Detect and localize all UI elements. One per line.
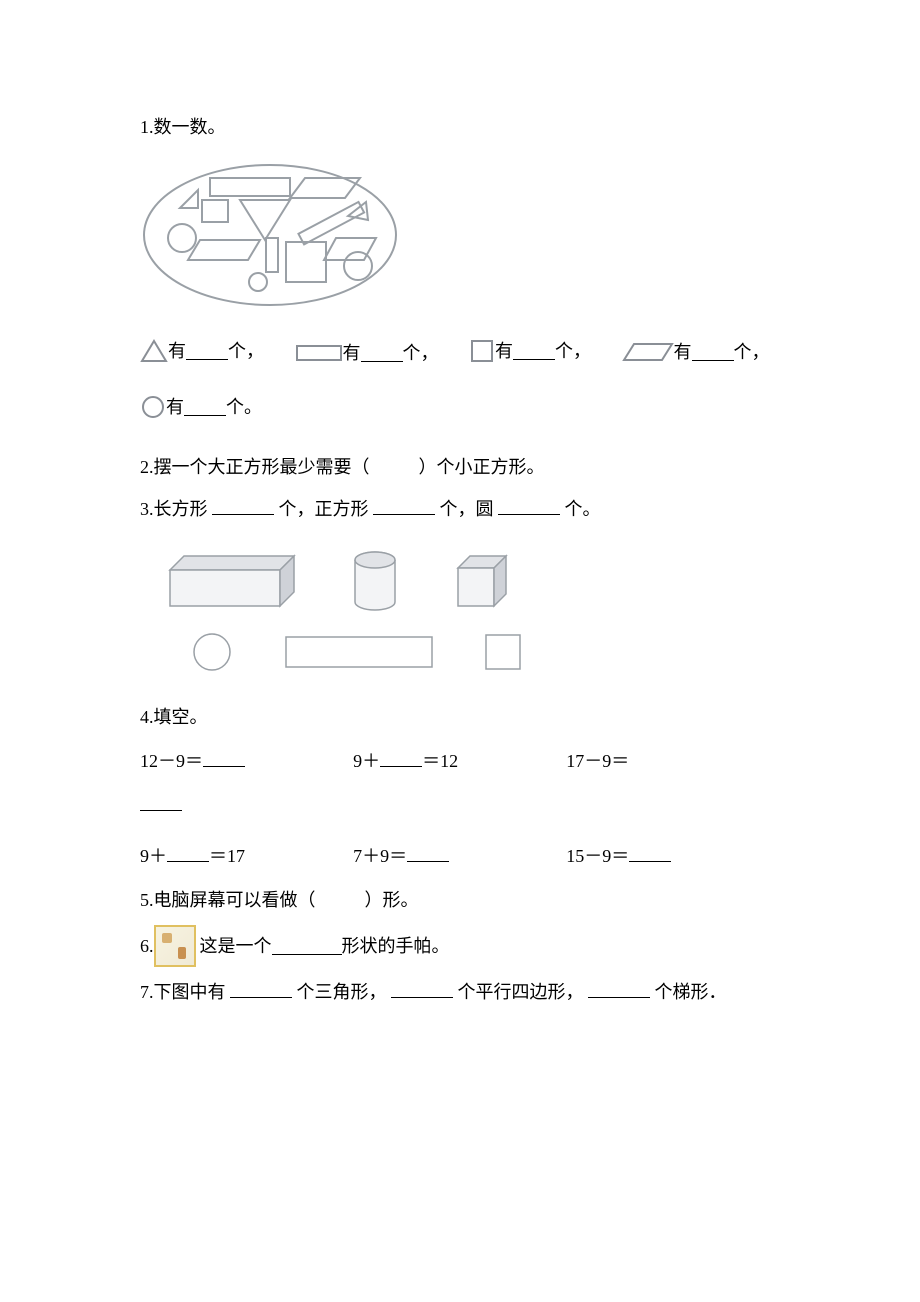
q1-item-label: 个。 xyxy=(226,390,262,424)
flat-circle-icon xyxy=(190,630,234,674)
q1-item-label: 有 xyxy=(343,336,361,370)
q4-expr: 15－9＝ xyxy=(566,846,629,866)
parallelogram-icon xyxy=(622,340,674,364)
blank[interactable] xyxy=(373,497,435,515)
q4-expr: 12－9＝ xyxy=(140,751,203,771)
q1-item-label: 有 xyxy=(674,335,692,369)
blank[interactable] xyxy=(380,749,422,767)
q3-text-c: 个，圆 xyxy=(440,499,499,519)
handkerchief-image xyxy=(154,925,196,967)
blank[interactable] xyxy=(588,980,650,998)
q1-item-label: 个， xyxy=(228,334,264,368)
q1-item-label: 有 xyxy=(168,334,186,368)
q3-text-d: 个。 xyxy=(565,499,601,519)
blank[interactable] xyxy=(167,844,209,862)
q3-text-a: 3.长方形 xyxy=(140,499,212,519)
triangle-icon xyxy=(140,338,168,364)
blank[interactable] xyxy=(186,342,228,360)
q1-item-label: 有 xyxy=(495,334,513,368)
q4-trailing-blank xyxy=(140,788,780,822)
blank[interactable] xyxy=(692,343,734,361)
blank[interactable] xyxy=(407,844,449,862)
q4-row-2: 9＋ ＝17 7＋9＝ 15－9＝ xyxy=(140,839,780,873)
blank[interactable] xyxy=(184,398,226,416)
q4-expr: 9＋ xyxy=(353,751,380,771)
cylinder-icon xyxy=(350,550,400,612)
blank[interactable] xyxy=(212,497,274,515)
blank[interactable] xyxy=(513,342,555,360)
q4-expr: ＝17 xyxy=(209,846,245,866)
q1-answer-row: 有 个， 有 个， 有 个， 有 xyxy=(140,334,780,376)
q4-row-1: 12－9＝ 9＋ ＝12 17－9＝ xyxy=(140,744,780,778)
q4-title: 4.填空。 xyxy=(140,700,780,734)
q4-expr: 7＋9＝ xyxy=(353,846,407,866)
q7-text-b: 个三角形， xyxy=(297,982,387,1002)
blank[interactable] xyxy=(272,937,342,955)
q3-text-b: 个，正方形 xyxy=(279,499,374,519)
square-icon xyxy=(469,338,495,364)
q2-text-b: ）个小正方形。 xyxy=(419,457,545,477)
flat-rectangle-icon xyxy=(284,635,434,669)
q3-solids-row-1 xyxy=(160,550,780,612)
q1-oval-shapes xyxy=(140,160,780,310)
circle-icon xyxy=(140,394,166,420)
blank[interactable] xyxy=(361,344,403,362)
q3: 3.长方形 个，正方形 个，圆 个。 xyxy=(140,492,780,526)
blank[interactable] xyxy=(391,980,453,998)
blank[interactable] xyxy=(629,844,671,862)
q5-text-a: 5.电脑屏幕可以看做（ xyxy=(140,890,316,910)
q7-text-c: 个平行四边形， xyxy=(458,982,584,1002)
q1-item-label: 个， xyxy=(734,335,770,369)
flat-square-icon xyxy=(484,633,522,671)
q6: 6. 这是一个 形状的手帕。 xyxy=(140,925,780,967)
blank[interactable] xyxy=(203,749,245,767)
cube-icon xyxy=(450,552,510,612)
cuboid-icon xyxy=(160,552,300,612)
q2-text-a: 2.摆一个大正方形最少需要（ xyxy=(140,457,370,477)
blank[interactable] xyxy=(140,793,182,811)
q7-text-a: 7.下图中有 xyxy=(140,982,226,1002)
q5-text-b: ）形。 xyxy=(365,890,419,910)
rectangle-icon xyxy=(295,342,343,364)
q6-prefix: 6. xyxy=(140,929,154,963)
q7: 7.下图中有 个三角形， 个平行四边形， 个梯形． xyxy=(140,975,780,1009)
q1-title: 1.数一数。 xyxy=(140,110,780,144)
q1-item-label: 有 xyxy=(166,390,184,424)
q5: 5.电脑屏幕可以看做（ ）形。 xyxy=(140,883,780,917)
q6-text-a: 这是一个 xyxy=(200,929,272,963)
q1-item-label: 个， xyxy=(403,336,439,370)
blank[interactable] xyxy=(230,980,292,998)
q4-expr: 17－9＝ xyxy=(566,751,629,771)
q3-solids-row-2 xyxy=(190,630,780,674)
q1-item-label: 个， xyxy=(555,334,591,368)
q4-expr: ＝12 xyxy=(422,751,458,771)
q4-expr: 9＋ xyxy=(140,846,167,866)
q7-text-d: 个梯形． xyxy=(655,982,727,1002)
q2: 2.摆一个大正方形最少需要（ ）个小正方形。 xyxy=(140,450,780,484)
q1-answer-row-2: 有 个。 xyxy=(140,390,780,431)
blank[interactable] xyxy=(498,497,560,515)
q6-text-b: 形状的手帕。 xyxy=(342,929,450,963)
